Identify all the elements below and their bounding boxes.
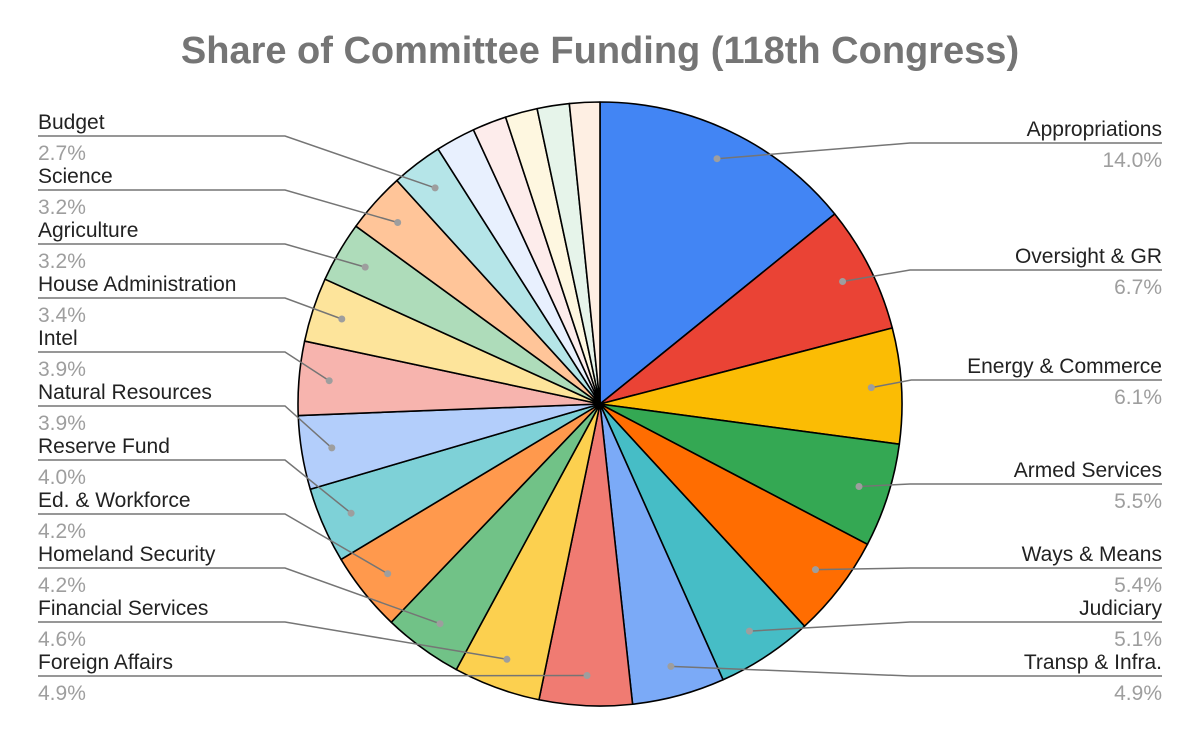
leader-line-judiciary: [749, 621, 1162, 632]
leader-dot-oversight-gr: [839, 278, 847, 285]
slice-percent-transp-infra: 4.9%: [1114, 682, 1162, 705]
pie-slices: [297, 101, 903, 707]
slice-percent-intel: 3.9%: [38, 358, 86, 381]
leader-line-science: [38, 189, 398, 224]
slice-percent-science: 3.2%: [38, 196, 86, 219]
leader-dot-financial-services: [503, 655, 511, 663]
leader-line-oversight-gr: [842, 269, 1162, 283]
leader-line-transp-infra: [670, 665, 1162, 677]
slice-label-judiciary: Judiciary: [1079, 597, 1162, 620]
leader-line-intel: [38, 351, 330, 382]
slice-percent-armed-services: 5.5%: [1114, 490, 1162, 513]
slice-label-appropriations: Appropriations: [1027, 118, 1162, 141]
leader-line-agriculture: [38, 243, 366, 268]
slice-percent-house-administration: 3.4%: [38, 304, 86, 327]
slice-label-agriculture: Agriculture: [38, 219, 138, 242]
slice-label-house-administration: House Administration: [38, 273, 236, 296]
slice-label-reserve-fund: Reserve Fund: [38, 435, 170, 458]
slice-label-transp-infra: Transp & Infra.: [1024, 651, 1162, 674]
leader-dot-reserve-fund: [347, 509, 355, 517]
slice-label-foreign-affairs: Foreign Affairs: [38, 651, 173, 674]
leader-dot-budget: [431, 184, 439, 192]
leader-dot-natural-resources: [328, 444, 336, 452]
leader-dot-energy-commerce: [867, 384, 875, 392]
leader-line-reserve-fund: [38, 459, 352, 514]
slice-percent-foreign-affairs: 4.9%: [38, 682, 86, 705]
slice-label-ways-means: Ways & Means: [1022, 543, 1162, 566]
leader-dot-foreign-affairs: [583, 672, 591, 679]
pie-leader-lines: [38, 135, 1162, 679]
pie-slice-unlabeled-22: [568, 101, 601, 405]
leader-line-budget: [38, 135, 436, 189]
leader-line-ed-workforce: [38, 513, 389, 575]
leader-line-armed-services: [858, 483, 1162, 488]
slice-percent-budget: 2.7%: [38, 142, 86, 165]
leader-line-foreign-affairs: [38, 674, 588, 677]
pie-labels: Appropriations 14.0% Oversight & GR 6.7% Ene…: [38, 111, 1162, 705]
pie-slice-oversight-gr: [599, 213, 894, 405]
leader-dot-appropriations: [713, 155, 721, 163]
slice-percent-judiciary: 5.1%: [1114, 628, 1162, 651]
slice-label-ed-workforce: Ed. & Workforce: [38, 489, 191, 512]
slice-percent-ed-workforce: 4.2%: [38, 520, 86, 543]
slice-percent-homeland-security: 4.2%: [38, 574, 86, 597]
leader-line-homeland-security: [38, 567, 441, 625]
slice-label-oversight-gr: Oversight & GR: [1015, 245, 1162, 268]
slice-label-intel: Intel: [38, 327, 78, 350]
slice-percent-ways-means: 5.4%: [1114, 574, 1162, 597]
leader-dot-intel: [325, 377, 333, 385]
slice-percent-agriculture: 3.2%: [38, 250, 86, 273]
leader-line-energy-commerce: [871, 379, 1162, 389]
slice-percent-natural-resources: 3.9%: [38, 412, 86, 435]
leader-line-natural-resources: [38, 405, 333, 449]
slice-label-energy-commerce: Energy & Commerce: [967, 355, 1162, 378]
leader-dot-ed-workforce: [384, 570, 392, 578]
leader-dot-judiciary: [745, 627, 753, 635]
slice-label-homeland-security: Homeland Security: [38, 543, 216, 566]
slice-percent-energy-commerce: 6.1%: [1114, 386, 1162, 409]
slice-label-science: Science: [38, 165, 113, 188]
slice-percent-reserve-fund: 4.0%: [38, 466, 86, 489]
slice-percent-oversight-gr: 6.7%: [1114, 276, 1162, 299]
slice-label-armed-services: Armed Services: [1014, 459, 1162, 482]
slice-percent-appropriations: 14.0%: [1102, 149, 1162, 172]
leader-dot-transp-infra: [667, 662, 675, 670]
leader-dot-agriculture: [361, 263, 369, 271]
leader-line-financial-services: [38, 621, 508, 661]
slice-label-natural-resources: Natural Resources: [38, 381, 212, 404]
slice-label-financial-services: Financial Services: [38, 597, 208, 620]
leader-line-house-administration: [38, 297, 343, 320]
leader-dot-armed-services: [855, 483, 863, 490]
slice-percent-financial-services: 4.6%: [38, 628, 86, 651]
chart-title: Share of Committee Funding (118th Congre…: [180, 30, 1020, 72]
slice-label-budget: Budget: [38, 111, 105, 134]
leader-dot-homeland-security: [436, 620, 444, 628]
pie-slice-energy-commerce: [599, 327, 903, 446]
leader-dot-house-administration: [338, 315, 346, 323]
leader-line-appropriations: [716, 142, 1162, 160]
leader-dot-science: [394, 219, 402, 226]
pie-slice-appropriations: [599, 101, 836, 405]
leader-line-ways-means: [815, 567, 1162, 571]
leader-dot-ways-means: [812, 566, 819, 574]
